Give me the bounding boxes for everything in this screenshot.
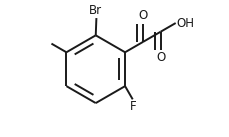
- Text: OH: OH: [176, 17, 194, 30]
- Text: F: F: [129, 100, 136, 113]
- Text: Br: Br: [89, 4, 102, 17]
- Text: O: O: [138, 9, 147, 22]
- Text: O: O: [155, 51, 165, 64]
